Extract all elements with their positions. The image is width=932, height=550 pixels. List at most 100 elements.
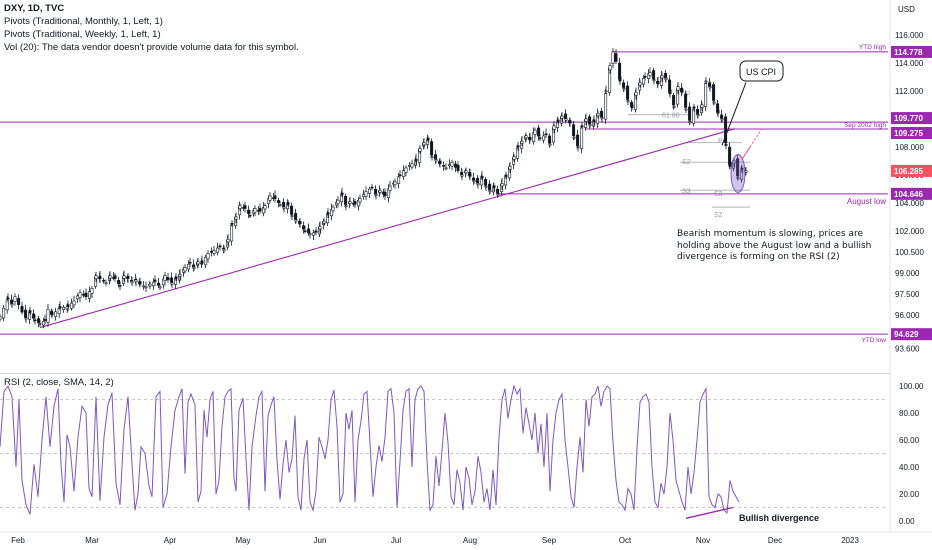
candle-bull[interactable] — [642, 78, 646, 85]
candle-bear[interactable] — [286, 202, 290, 205]
candle-bear[interactable] — [656, 81, 660, 85]
candle-bull[interactable] — [238, 205, 242, 209]
candle-bear[interactable] — [430, 141, 434, 156]
divergence-line[interactable] — [685, 506, 734, 519]
badge-ytd-high-bg[interactable] — [891, 45, 932, 58]
candle-bull[interactable] — [10, 303, 14, 306]
candle-bull[interactable] — [13, 296, 17, 302]
candle-bear[interactable] — [113, 275, 117, 279]
candle-bear[interactable] — [28, 310, 32, 313]
candle-bear[interactable] — [20, 306, 24, 313]
reversal-ellipse[interactable] — [730, 153, 746, 193]
candle-bear[interactable] — [488, 183, 492, 191]
candle-bear[interactable] — [480, 175, 484, 178]
candle-bull[interactable] — [344, 205, 348, 208]
candle-bull[interactable] — [676, 86, 680, 91]
candle-bull[interactable] — [622, 87, 626, 90]
candle-bull[interactable] — [444, 167, 448, 170]
candle-bull[interactable] — [704, 83, 708, 107]
candle-bear[interactable] — [383, 191, 387, 197]
candle-bull[interactable] — [122, 275, 126, 279]
candle-bull[interactable] — [712, 101, 716, 104]
candle-bull[interactable] — [580, 127, 584, 149]
candle-bull[interactable] — [393, 181, 397, 186]
candle-bull[interactable] — [158, 286, 162, 289]
candle-bull[interactable] — [108, 275, 112, 279]
candle-bull[interactable] — [552, 125, 556, 130]
candle-bear[interactable] — [544, 133, 548, 136]
candle-bull[interactable] — [533, 129, 537, 135]
candle-bull[interactable] — [426, 139, 430, 145]
candle-bull[interactable] — [70, 302, 74, 309]
candle-bull[interactable] — [488, 190, 492, 192]
candle-bear[interactable] — [58, 306, 62, 309]
candle-bear[interactable] — [712, 84, 716, 101]
candle-bull[interactable] — [174, 278, 178, 285]
candle-bull[interactable] — [24, 317, 28, 320]
candle-bull[interactable] — [576, 146, 580, 149]
candle-bull[interactable] — [492, 187, 496, 193]
badge-august-low-bg[interactable] — [891, 187, 932, 200]
candle-bull[interactable] — [148, 283, 152, 287]
candle-bull[interactable] — [410, 163, 414, 168]
candle-bear[interactable] — [326, 212, 330, 215]
candle-bear[interactable] — [82, 293, 86, 296]
candle-bear[interactable] — [277, 200, 281, 204]
candle-bull[interactable] — [596, 112, 600, 117]
candle-bear[interactable] — [10, 299, 14, 304]
candle-bear[interactable] — [210, 250, 214, 253]
candle-bull[interactable] — [402, 170, 406, 177]
candle-bear[interactable] — [37, 318, 41, 323]
candle-bull[interactable] — [472, 180, 476, 183]
candle-bear[interactable] — [314, 230, 318, 233]
candle-bull[interactable] — [634, 91, 638, 96]
candle-bull[interactable] — [374, 194, 378, 196]
candle-bull[interactable] — [178, 274, 182, 277]
candle-bear[interactable] — [528, 137, 532, 141]
candle-bull[interactable] — [142, 285, 146, 288]
candle-bull[interactable] — [564, 118, 568, 121]
candle-bear[interactable] — [438, 160, 442, 164]
candle-bear[interactable] — [476, 178, 480, 184]
candle-bull[interactable] — [508, 166, 512, 170]
uptrend-line[interactable] — [39, 128, 736, 329]
candle-bear[interactable] — [126, 275, 130, 279]
candle-bear[interactable] — [692, 106, 696, 109]
candle-bear[interactable] — [468, 173, 472, 177]
candle-bear[interactable] — [153, 279, 157, 282]
candle-bull[interactable] — [378, 190, 382, 193]
candle-bear[interactable] — [43, 318, 47, 321]
candle-bear[interactable] — [492, 185, 496, 188]
candle-bull[interactable] — [78, 292, 82, 298]
candle-bull[interactable] — [358, 198, 362, 203]
candle-bear[interactable] — [724, 144, 728, 146]
candle-bear[interactable] — [353, 201, 357, 205]
candle-bull[interactable] — [278, 204, 282, 206]
candle-bull[interactable] — [626, 100, 630, 102]
candle-bull[interactable] — [54, 311, 58, 317]
candle-bull[interactable] — [524, 135, 528, 139]
candle-bull[interactable] — [638, 82, 642, 86]
candle-bear[interactable] — [716, 109, 720, 114]
candle-bull[interactable] — [608, 65, 612, 71]
candle-bull[interactable] — [708, 86, 712, 89]
candle-bull[interactable] — [5, 299, 9, 311]
candle-bull[interactable] — [268, 195, 272, 201]
candle-bear[interactable] — [24, 309, 28, 318]
candle-bull[interactable] — [422, 142, 426, 146]
candle-bull[interactable] — [418, 147, 422, 152]
candle-bear[interactable] — [170, 277, 174, 283]
candle-bear[interactable] — [307, 228, 311, 234]
candle-bear[interactable] — [728, 161, 732, 167]
candle-bull[interactable] — [226, 239, 230, 243]
candle-bull[interactable] — [648, 72, 652, 76]
candle-bear[interactable] — [303, 230, 307, 232]
candle-bull[interactable] — [364, 191, 368, 197]
candle-bull[interactable] — [397, 176, 401, 184]
candle-bear[interactable] — [538, 137, 542, 140]
candle-bear[interactable] — [668, 89, 672, 94]
candle-bull[interactable] — [652, 79, 656, 81]
candle-bull[interactable] — [46, 309, 50, 323]
candle-bull[interactable] — [362, 194, 366, 197]
